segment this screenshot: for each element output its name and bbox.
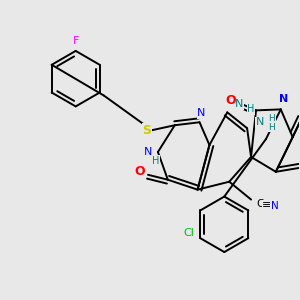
Text: H: H xyxy=(152,156,160,166)
Text: O: O xyxy=(135,165,146,178)
Text: N: N xyxy=(279,94,288,104)
Text: ≡: ≡ xyxy=(262,200,272,211)
Text: N: N xyxy=(197,108,206,118)
Text: N: N xyxy=(256,117,264,127)
Text: H: H xyxy=(268,114,275,123)
Text: H: H xyxy=(268,123,275,132)
Text: F: F xyxy=(73,36,79,46)
Text: H: H xyxy=(248,104,255,114)
Text: C: C xyxy=(256,200,264,209)
Text: S: S xyxy=(142,124,152,137)
Text: N: N xyxy=(235,99,243,110)
Text: Cl: Cl xyxy=(183,228,194,238)
Text: N: N xyxy=(144,147,152,157)
Text: N: N xyxy=(271,202,279,212)
Text: O: O xyxy=(225,94,236,107)
